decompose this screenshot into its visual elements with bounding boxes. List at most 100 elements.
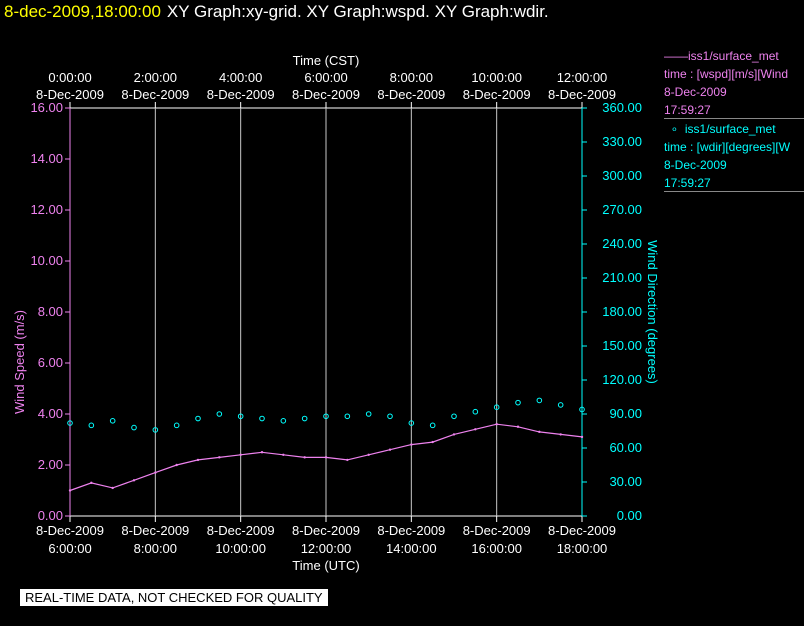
right-tick-label: 150.00 xyxy=(602,338,642,353)
top-tick-label-time: 0:00:00 xyxy=(48,70,91,85)
legend-wspd-time: 17:59:27 xyxy=(664,103,711,117)
legend-wspd-date: 8-Dec-2009 xyxy=(664,85,727,99)
right-tick-label: 240.00 xyxy=(602,236,642,251)
legend-divider xyxy=(664,191,804,192)
wind-speed-data-point xyxy=(68,489,72,492)
x-tick-label-date: 8-Dec-2009 xyxy=(36,523,104,538)
legend-wdir-time: 17:59:27 xyxy=(664,176,711,190)
wind-speed-data-point xyxy=(474,428,477,431)
top-tick-label-date: 8-Dec-2009 xyxy=(292,87,360,102)
top-tick-label-date: 8-Dec-2009 xyxy=(36,87,104,102)
wind-speed-data-point xyxy=(154,471,157,474)
wind-speed-data-point xyxy=(431,440,434,444)
legend-wspd-name: ——iss1/surface_met xyxy=(664,49,779,63)
left-tick-label: 2.00 xyxy=(38,457,63,472)
wind-direction-data-point xyxy=(131,424,137,431)
top-tick-label-time: 6:00:00 xyxy=(304,70,347,85)
wind-speed-data-point xyxy=(260,451,264,454)
wind-direction-data-point xyxy=(237,413,244,420)
top-tick-label-date: 8-Dec-2009 xyxy=(463,87,531,102)
right-tick-label: 90.00 xyxy=(609,406,642,421)
top-axis-title: Time (CST) xyxy=(293,53,360,68)
wind-direction-data-point xyxy=(173,422,180,429)
x-tick-label-date: 8-Dec-2009 xyxy=(377,523,445,538)
wind-speed-data-point xyxy=(580,435,584,439)
x-tick-label-time: 6:00:00 xyxy=(48,541,91,556)
left-tick-label: 10.00 xyxy=(30,253,63,268)
x-tick-label-date: 8-Dec-2009 xyxy=(463,523,531,538)
wind-speed-data-point xyxy=(175,463,178,467)
top-tick-label-date: 8-Dec-2009 xyxy=(548,87,616,102)
top-tick-label-time: 2:00:00 xyxy=(134,70,177,85)
top-tick-label-date: 8-Dec-2009 xyxy=(377,87,445,102)
legend-wdir-line2: time : [wdir][degrees][W xyxy=(664,140,791,154)
quality-disclaimer: REAL-TIME DATA, NOT CHECKED FOR QUALITY xyxy=(20,589,328,606)
wind-direction-data-point xyxy=(109,418,116,424)
left-tick-label: 0.00 xyxy=(38,508,63,523)
left-tick-label: 12.00 xyxy=(30,202,63,217)
wind-direction-data-point xyxy=(579,406,585,413)
x-tick-label-time: 14:00:00 xyxy=(386,541,437,556)
x-tick-label-time: 16:00:00 xyxy=(471,541,522,556)
legend-divider xyxy=(664,118,804,119)
wind-speed-data-point xyxy=(90,481,93,485)
legend-wdir-name: ∘ iss1/surface_met xyxy=(664,122,776,136)
header: 8-dec-2009,18:00:00 XY Graph:xy-grid. XY … xyxy=(4,2,549,22)
wind-direction-data-point xyxy=(152,427,159,433)
wind-speed-data-point xyxy=(324,456,328,459)
wind-direction-data-point xyxy=(451,413,457,420)
top-tick-label-time: 10:00:00 xyxy=(471,70,522,85)
right-tick-label: 0.00 xyxy=(617,508,642,523)
wind-direction-data-point xyxy=(515,399,521,406)
wind-speed-data-point xyxy=(559,433,562,436)
wind-speed-data-point xyxy=(495,423,498,426)
wind-speed-data-point xyxy=(218,456,221,459)
wind-direction-data-point xyxy=(408,420,415,426)
right-tick-label: 60.00 xyxy=(609,440,642,455)
wind-direction-data-point xyxy=(557,402,564,408)
wind-speed-data-point xyxy=(538,430,541,434)
left-axis-title: Wind Speed (m/s) xyxy=(12,310,27,414)
wind-direction-data-point xyxy=(472,408,479,415)
wind-speed-data-point xyxy=(303,456,306,459)
x-tick-label-time: 8:00:00 xyxy=(134,541,177,556)
wind-speed-data-point xyxy=(196,458,200,462)
wind-speed-data-point xyxy=(346,458,349,462)
x-tick-label-date: 8-Dec-2009 xyxy=(548,523,616,538)
wind-speed-data-point xyxy=(410,443,413,446)
top-tick-label-time: 8:00:00 xyxy=(390,70,433,85)
left-tick-label: 8.00 xyxy=(38,304,63,319)
right-tick-label: 120.00 xyxy=(602,372,642,387)
top-tick-label-date: 8-Dec-2009 xyxy=(207,87,275,102)
wind-direction-data-point xyxy=(493,404,500,411)
right-tick-label: 270.00 xyxy=(602,202,642,217)
top-tick-label-date: 8-Dec-2009 xyxy=(121,87,189,102)
right-axis-title: Wind Direction (degrees) xyxy=(645,240,660,384)
legend-wdir-date: 8-Dec-2009 xyxy=(664,158,727,172)
right-tick-label: 210.00 xyxy=(602,270,642,285)
top-tick-label-time: 4:00:00 xyxy=(219,70,262,85)
wind-speed-data-point xyxy=(388,448,392,451)
wind-speed-data-point xyxy=(516,425,520,428)
left-tick-label: 14.00 xyxy=(30,151,63,166)
right-tick-label: 180.00 xyxy=(602,304,642,319)
wind-speed-data-point xyxy=(111,486,114,490)
wind-direction-data-point xyxy=(387,413,393,420)
wind-direction-data-point xyxy=(323,413,329,420)
legend-wspd-line2: time : [wspd][m/s][Wind xyxy=(664,67,789,81)
wind-direction-data-point xyxy=(344,413,351,420)
right-tick-label: 330.00 xyxy=(602,134,642,149)
wind-speed-data-point xyxy=(367,453,370,456)
right-tick-label: 360.00 xyxy=(602,100,642,115)
x-tick-label-time: 10:00:00 xyxy=(215,541,266,556)
x-tick-label-date: 8-Dec-2009 xyxy=(292,523,360,538)
wind-direction-data-point xyxy=(301,415,308,422)
right-tick-label: 30.00 xyxy=(609,474,642,489)
x-tick-label-date: 8-Dec-2009 xyxy=(207,523,275,538)
left-tick-label: 6.00 xyxy=(38,355,63,370)
wind-speed-data-point xyxy=(239,453,242,456)
wind-direction-data-point xyxy=(88,422,95,429)
x-tick-label-date: 8-Dec-2009 xyxy=(121,523,189,538)
wind-direction-data-point xyxy=(365,411,372,417)
